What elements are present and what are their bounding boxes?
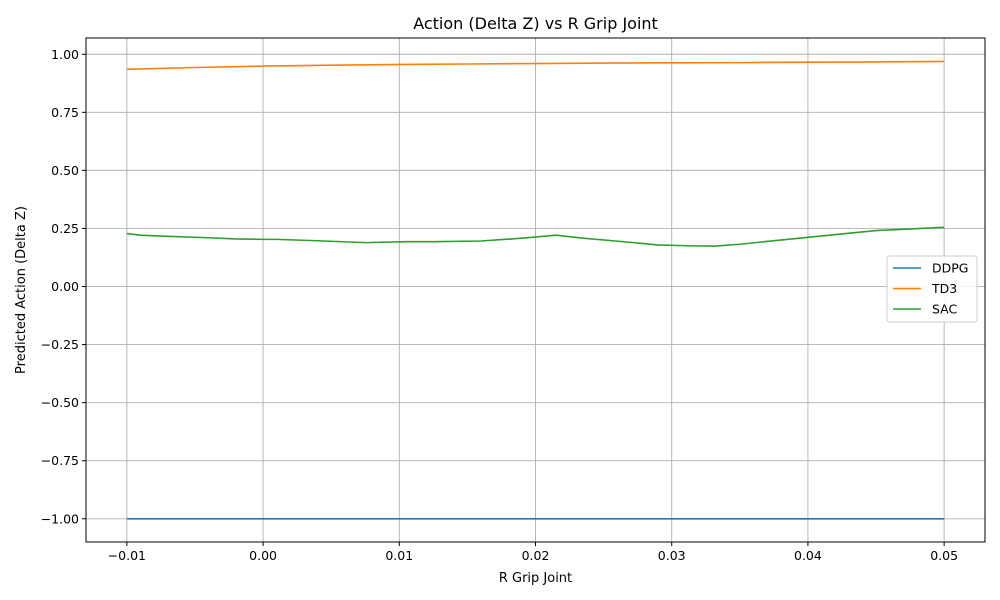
- x-tick-label: −0.01: [108, 548, 146, 563]
- y-tick-label: 0.75: [51, 105, 79, 120]
- series-line-td3: [126, 60, 945, 71]
- y-tick-label: −0.75: [41, 453, 79, 468]
- chart-title: Action (Delta Z) vs R Grip Joint: [413, 14, 658, 33]
- legend-box: [886, 255, 978, 323]
- series-line-sac: [126, 226, 945, 247]
- x-axis-ticks: −0.01 0.00 0.01 0.02 0.03 0.04 0.05: [108, 542, 958, 563]
- x-tick-label: 0.04: [794, 548, 822, 563]
- y-axis-label: Predicted Action (Delta Z): [14, 206, 29, 374]
- y-tick-label: 0.00: [51, 279, 79, 294]
- series-lines: [126, 60, 945, 520]
- x-tick-label: 0.05: [930, 548, 958, 563]
- x-tick-label: 0.03: [658, 548, 686, 563]
- legend-label-td3: TD3: [931, 281, 957, 296]
- legend-label-ddpg: DDPG: [932, 261, 968, 276]
- y-axis-ticks: −1.00 −0.75 −0.50 −0.25 0.00 0.25 0.50 0.75 1.00: [41, 47, 86, 526]
- y-tick-label: −0.50: [41, 395, 79, 410]
- y-tick-label: 0.25: [51, 221, 79, 236]
- x-tick-label: 0.02: [522, 548, 550, 563]
- x-axis-label: R Grip Joint: [499, 571, 572, 586]
- y-tick-label: 0.50: [51, 163, 79, 178]
- y-tick-label: −0.25: [41, 337, 79, 352]
- y-tick-label: 1.00: [51, 47, 79, 62]
- x-tick-label: 0.01: [385, 548, 413, 563]
- legend-label-sac: SAC: [932, 302, 957, 317]
- y-tick-label: −1.00: [41, 511, 79, 526]
- legend: DDPG TD3 SAC: [886, 255, 978, 323]
- grid: [86, 38, 985, 542]
- x-tick-label: 0.00: [249, 548, 277, 563]
